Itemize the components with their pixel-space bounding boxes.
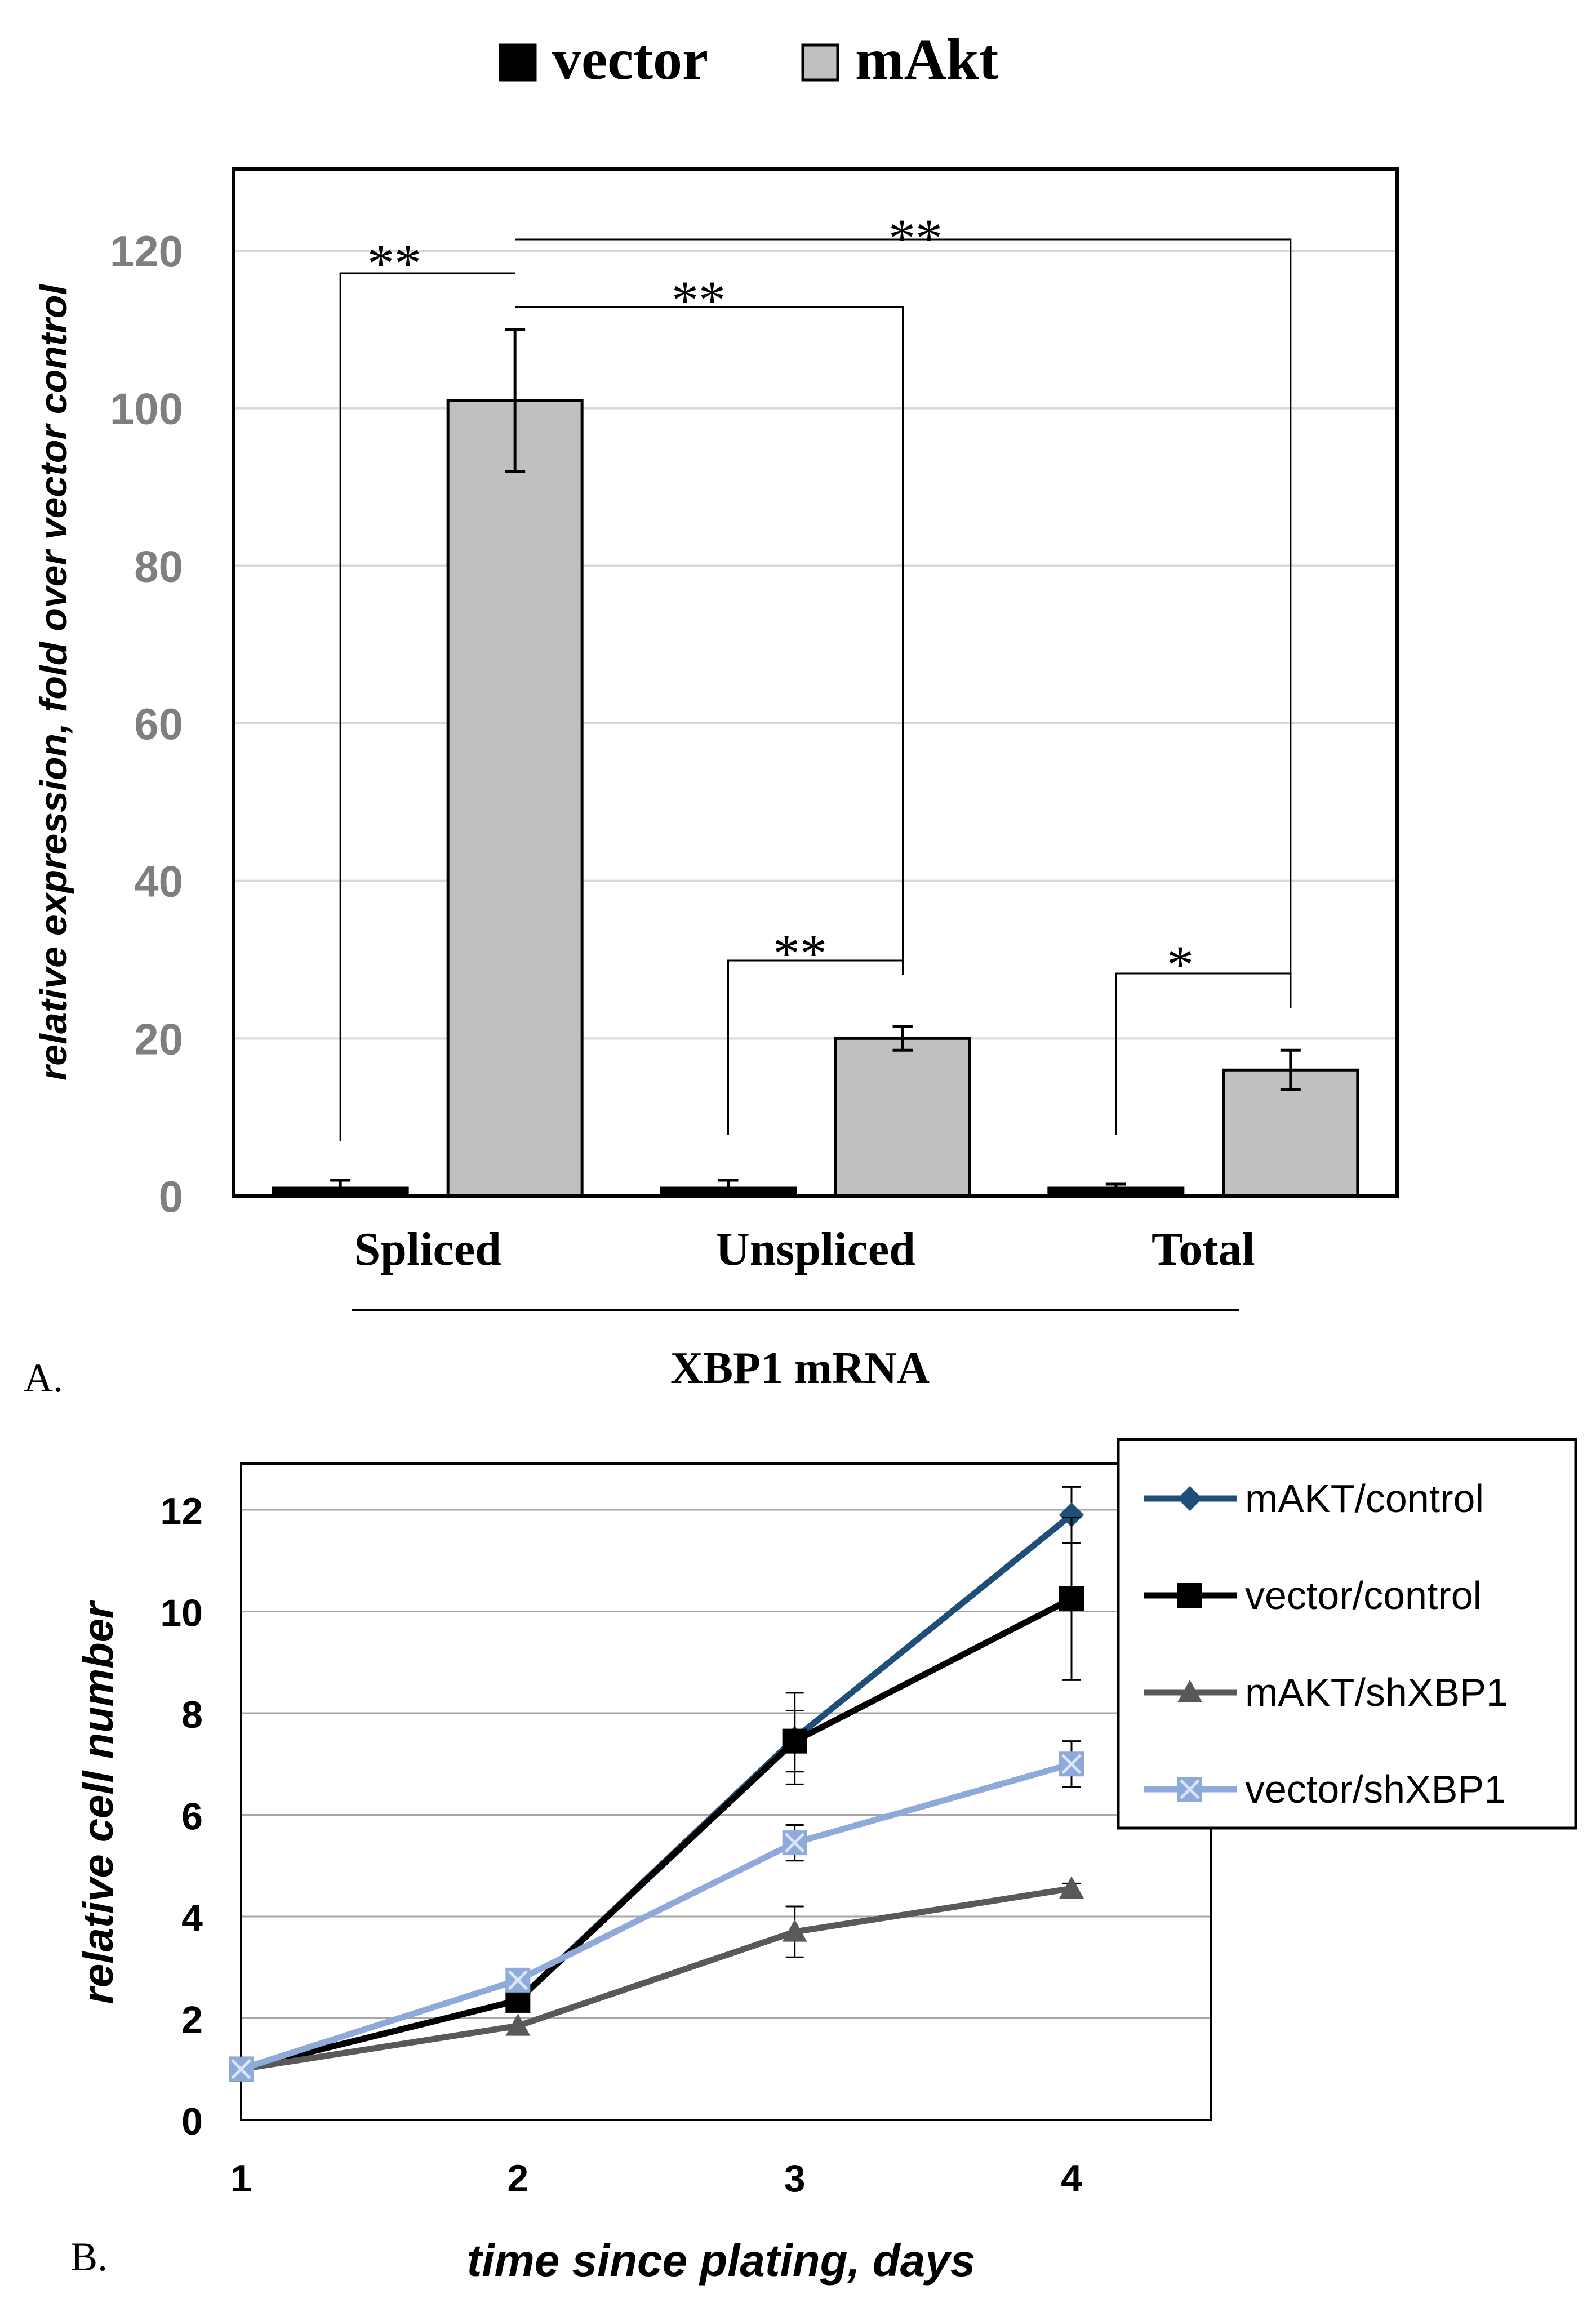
bracket-line — [727, 959, 904, 1135]
y-tick-120: 120 — [110, 226, 183, 276]
bracket-4 — [727, 959, 904, 1135]
point-vector-control-x4 — [1059, 1586, 1084, 1611]
y-tick-0: 0 — [181, 2100, 203, 2143]
legend-label-makt-shxbp1: mAKT/shXBP1 — [1245, 1670, 1508, 1714]
legend-marker-makt-shxbp1 — [1177, 1680, 1202, 1702]
marker-cross — [1061, 1754, 1082, 1775]
panel-b-y-ticks: 0 2 4 6 8 10 12 — [160, 1490, 203, 2143]
significance-marker-1: ** — [367, 233, 421, 294]
bracket-line — [1115, 972, 1292, 1135]
x-tick-1: 1 — [230, 2157, 252, 2200]
y-tick-0: 0 — [159, 1172, 183, 1221]
legend-label-vector-shxbp1: vector/shXBP1 — [1245, 1767, 1506, 1811]
panel-a-bars — [272, 399, 1359, 1198]
legend-label-vector: vector — [552, 27, 708, 92]
legend-label-makt-control: mAKT/control — [1245, 1477, 1484, 1520]
point-makt-shxbp1-x2 — [505, 2013, 531, 2036]
marker-cross — [508, 1970, 528, 1990]
legend-swatch-makt — [801, 43, 839, 82]
bracket-line — [339, 272, 515, 1141]
point-makt-shxbp1-x3 — [782, 1919, 807, 1942]
bracket-line — [515, 238, 1292, 1008]
legend-label-makt: mAkt — [855, 27, 999, 92]
marker-cross — [784, 1833, 805, 1853]
point-vector-shxbp1-x3 — [782, 1830, 807, 1856]
panel-a-significance-brackets: ******** * — [339, 208, 1292, 1141]
significance-marker-5: * — [1167, 935, 1194, 995]
legend-marker-vector-shxbp1 — [1177, 1777, 1202, 1802]
panel-a-gridlines — [234, 250, 1397, 1040]
panel-b-y-axis-label: relative cell number — [74, 1599, 122, 2004]
series-vector-shxbp1 — [229, 1740, 1084, 2082]
y-tick-10: 10 — [160, 1592, 203, 1635]
series-line-makt-control — [240, 1512, 1074, 2073]
bar-unspliced-makt — [834, 1037, 971, 1198]
y-tick-4: 4 — [181, 1897, 203, 1940]
panel-b-legend: mAKT/control vector/control mAKT/shXBP1 vec… — [1117, 1438, 1577, 1830]
legend-marker-makt-control — [1177, 1486, 1202, 1511]
bracket-line — [515, 306, 904, 975]
y-tick-12: 12 — [160, 1490, 203, 1533]
panel-a-group-label: XBP1 mRNA — [670, 1344, 930, 1393]
series-line-makt-shxbp1 — [241, 1885, 1072, 2073]
panel-a-y-ticks: 0 20 40 60 80 100 120 — [110, 226, 183, 1221]
significance-marker-4: ** — [773, 923, 827, 984]
panel-b-x-axis-label: time since plating, days — [467, 2235, 976, 2286]
x-tick-4: 4 — [1061, 2157, 1082, 2200]
error-bar-total-makt — [1280, 1048, 1301, 1091]
error-bar-unspliced-makt — [892, 1025, 913, 1052]
panel-b-series — [229, 1486, 1084, 2082]
y-tick-80: 80 — [134, 541, 183, 591]
legend-swatch-vector — [499, 43, 537, 82]
marker-cross — [231, 2059, 251, 2079]
x-tick-total: Total — [1152, 1223, 1255, 1275]
panel-b-x-ticks: 1 2 3 4 — [230, 2157, 1082, 2200]
x-tick-3: 3 — [784, 2157, 806, 2200]
x-tick-2: 2 — [507, 2157, 528, 2200]
legend-label-vector-control: vector/control — [1245, 1573, 1482, 1617]
point-makt-shxbp1-x4 — [1059, 1876, 1084, 1899]
significance-marker-3: ** — [888, 208, 943, 268]
x-tick-spliced: Spliced — [354, 1223, 501, 1275]
y-tick-6: 6 — [181, 1795, 203, 1838]
error-bar-spliced-makt — [505, 328, 526, 473]
point-vector-shxbp1-x1 — [229, 2056, 254, 2082]
panel-a: vector mAkt relative expression, fold ove… — [24, 27, 1399, 1401]
panel-a-y-axis-label: relative expression, fold over vector co… — [32, 283, 75, 1081]
panel-a-label: A. — [24, 1355, 63, 1401]
bar-spliced-makt — [446, 399, 584, 1198]
point-makt-control-x4 — [1059, 1502, 1084, 1528]
panel-a-legend: vector mAkt — [499, 27, 999, 92]
x-tick-unspliced: Unspliced — [715, 1223, 915, 1275]
y-tick-60: 60 — [134, 699, 183, 749]
error-bar-total-vector — [1105, 1182, 1126, 1194]
point-vector-shxbp1-x4 — [1059, 1751, 1084, 1777]
series-line-vector-control — [240, 1596, 1073, 2073]
bracket-1 — [339, 272, 515, 1141]
series-line-vector-shxbp1 — [240, 1760, 1073, 2072]
series-makt-shxbp1 — [229, 1876, 1084, 2079]
significance-marker-2: ** — [672, 270, 726, 330]
series-makt-control — [229, 1486, 1084, 2082]
y-tick-100: 100 — [110, 384, 183, 434]
panel-b-label: B. — [70, 2234, 108, 2279]
panel-a-plot-frame — [232, 167, 1399, 1198]
point-vector-control-x3 — [782, 1728, 807, 1754]
legend-marker-vector-control — [1177, 1583, 1202, 1608]
y-tick-20: 20 — [134, 1014, 183, 1064]
y-tick-40: 40 — [134, 857, 183, 906]
marker-cross — [1180, 1779, 1200, 1799]
y-tick-8: 8 — [181, 1693, 203, 1736]
bracket-3 — [515, 238, 1292, 1008]
point-vector-shxbp1-x2 — [505, 1967, 531, 1993]
bracket-5 — [1115, 972, 1292, 1135]
panel-a-x-ticks: Spliced Unspliced Total — [354, 1223, 1255, 1275]
bracket-2 — [515, 306, 904, 975]
y-tick-2: 2 — [181, 1999, 203, 2042]
